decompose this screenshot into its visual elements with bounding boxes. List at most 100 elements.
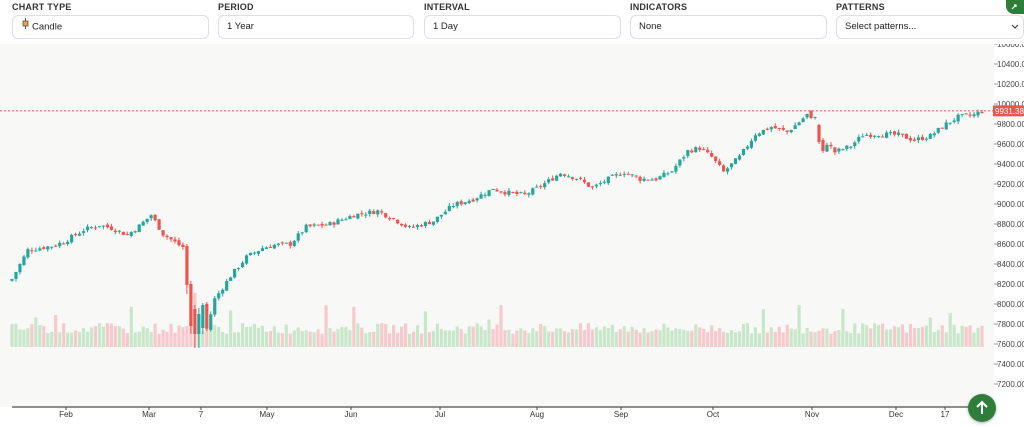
candle-body — [594, 184, 598, 187]
volume-bar — [686, 330, 690, 347]
volume-bar — [833, 331, 837, 347]
volume-bar — [888, 329, 893, 347]
candle-body — [213, 298, 217, 315]
candle-body — [443, 211, 447, 215]
candle-body — [380, 211, 384, 213]
candle-body — [980, 112, 984, 114]
candle-body — [694, 147, 698, 153]
volume-bar — [280, 333, 284, 347]
candle-body — [539, 186, 543, 188]
volume-bar — [785, 324, 789, 347]
candle-body — [809, 111, 813, 118]
candle-body — [606, 176, 610, 184]
patterns-select[interactable]: Select patterns... — [836, 15, 1024, 39]
volume-bar — [356, 323, 360, 347]
volume-bar — [634, 329, 638, 347]
volume-bar — [316, 329, 320, 347]
candle-body — [817, 125, 821, 142]
volume-bar — [694, 324, 698, 347]
volume-bar — [415, 325, 420, 347]
candle-body — [419, 225, 424, 227]
y-tick-label: 9800.00 — [997, 120, 1024, 129]
candle-body — [403, 224, 408, 227]
volume-bar — [829, 333, 833, 347]
volume-bar — [682, 329, 686, 347]
candle-body — [101, 225, 106, 227]
candle-body — [547, 179, 551, 183]
period-select[interactable]: 1 Year — [218, 15, 414, 39]
candle-body — [698, 147, 702, 150]
volume-bar — [129, 306, 133, 347]
candle-body — [264, 247, 269, 249]
expand-button[interactable] — [1006, 0, 1024, 14]
volume-bar — [702, 328, 706, 347]
candle-body — [670, 171, 674, 173]
scroll-top-button[interactable] — [968, 394, 996, 422]
y-tick-label: 7400.00 — [997, 360, 1024, 369]
volume-bar — [304, 330, 308, 347]
volume-bar — [340, 326, 344, 347]
volume-bar — [515, 330, 519, 347]
candle-body — [873, 135, 877, 137]
candle-body — [22, 256, 26, 266]
candle-body — [177, 240, 181, 246]
volume-bar — [904, 332, 909, 347]
volume-bar — [618, 329, 622, 347]
candle-body — [328, 222, 332, 226]
candle-body — [904, 133, 909, 139]
volume-bar — [960, 325, 964, 347]
volume-bar — [81, 328, 86, 347]
candle-body — [940, 127, 944, 129]
volume-bar — [403, 323, 408, 347]
volume-bar — [157, 333, 161, 347]
last-price-tag: 9931.38 — [993, 105, 1024, 117]
candle-body — [586, 182, 591, 187]
volume-bar — [594, 327, 598, 347]
volume-bar — [733, 332, 738, 347]
candle-body — [344, 219, 348, 221]
volume-bar — [523, 330, 527, 347]
candle-body — [881, 136, 885, 138]
candle-body — [877, 136, 881, 138]
y-tick-label: 10000.00 — [997, 100, 1024, 109]
candle-body — [837, 148, 841, 152]
volume-bar — [22, 329, 26, 347]
chevron-down-icon[interactable] — [1011, 16, 1019, 38]
candle-body — [658, 176, 662, 180]
candle-body — [276, 243, 280, 245]
candle-body — [562, 174, 567, 177]
candle-body — [304, 224, 308, 233]
volume-bar — [145, 328, 149, 347]
volume-bar — [976, 327, 980, 347]
candle-body — [821, 140, 825, 151]
x-tick-label: Nov — [805, 410, 819, 419]
candlestick-chart[interactable]: 10600.00 10400.00 10200.00 10000.00 9800.00 9… — [0, 44, 1024, 426]
candle-body — [233, 268, 237, 278]
volume-bar — [400, 326, 404, 347]
candle-body — [74, 234, 78, 236]
candle-body — [916, 137, 920, 141]
indicators-select[interactable]: None — [630, 15, 827, 39]
volume-bar — [861, 323, 865, 347]
candle-body — [427, 222, 432, 225]
volume-bar — [268, 331, 272, 347]
interval-select[interactable]: 1 Day — [424, 15, 621, 39]
volume-bar — [407, 333, 412, 347]
candle-body — [280, 242, 284, 244]
volume-bar — [896, 327, 901, 347]
interval-value: 1 Day — [433, 21, 458, 32]
volume-bar — [101, 326, 106, 347]
volume-bar — [924, 325, 928, 347]
candle-body — [26, 249, 30, 258]
candle-body — [634, 175, 638, 177]
volume-bar — [968, 325, 972, 347]
candle-body — [284, 242, 288, 244]
volume-bar — [797, 305, 801, 347]
volume-bar — [507, 329, 511, 347]
candle-body — [137, 224, 141, 233]
volume-bar — [777, 326, 781, 347]
candle-body — [113, 230, 117, 233]
chart-type-select[interactable]: Candle — [12, 15, 209, 39]
candle-body — [769, 127, 773, 130]
candle-body — [324, 224, 328, 226]
